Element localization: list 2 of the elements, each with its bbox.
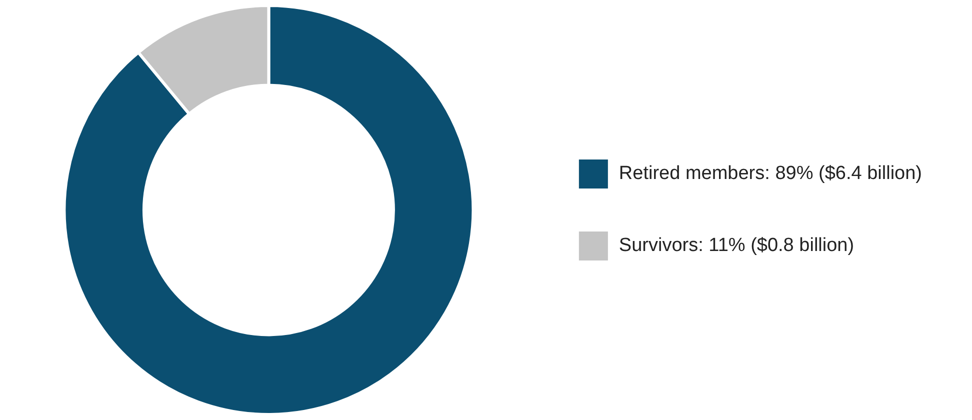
legend-label: Survivors: 11% ($0.8 billion)	[618, 235, 854, 256]
legend-label: Retired members: 89% ($6.4 billion)	[618, 163, 922, 184]
